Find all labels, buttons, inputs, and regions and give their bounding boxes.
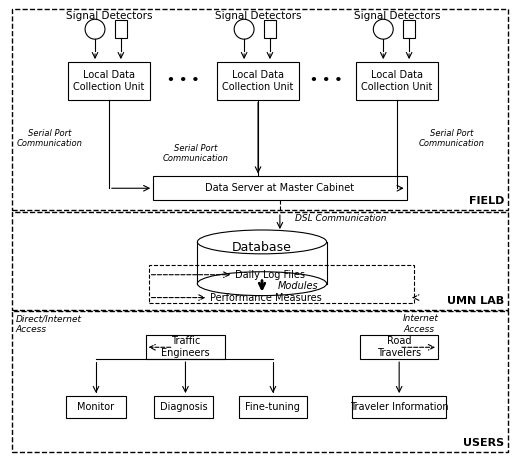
Text: Serial Port
Communication: Serial Port Communication xyxy=(162,144,228,163)
FancyBboxPatch shape xyxy=(146,335,225,359)
Text: Modules: Modules xyxy=(278,281,319,291)
Text: Fine-tuning: Fine-tuning xyxy=(246,402,300,412)
Text: Internet
Access: Internet Access xyxy=(403,315,439,334)
Text: Serial Port
Communication: Serial Port Communication xyxy=(419,129,485,148)
Text: UMN LAB: UMN LAB xyxy=(447,295,505,305)
Text: Daily Log Files: Daily Log Files xyxy=(235,270,305,280)
FancyBboxPatch shape xyxy=(217,62,299,100)
Circle shape xyxy=(234,19,254,39)
Bar xyxy=(198,242,326,284)
Text: USERS: USERS xyxy=(463,438,505,447)
Text: Local Data
Collection Unit: Local Data Collection Unit xyxy=(362,70,433,92)
FancyBboxPatch shape xyxy=(66,396,126,418)
FancyBboxPatch shape xyxy=(154,396,213,418)
Text: Direct/Internet
Access: Direct/Internet Access xyxy=(16,315,82,334)
FancyBboxPatch shape xyxy=(403,20,415,38)
FancyBboxPatch shape xyxy=(264,20,276,38)
Text: Local Data
Collection Unit: Local Data Collection Unit xyxy=(222,70,294,92)
Text: Database: Database xyxy=(232,241,292,254)
Text: Road
Travelers: Road Travelers xyxy=(377,337,421,358)
Text: Signal Detectors: Signal Detectors xyxy=(354,11,441,22)
Text: DSL Communication: DSL Communication xyxy=(295,213,386,223)
Text: Traffic
Engineers: Traffic Engineers xyxy=(161,337,210,358)
Text: Performance Measures: Performance Measures xyxy=(210,293,322,303)
FancyBboxPatch shape xyxy=(153,176,407,200)
Text: Diagnosis: Diagnosis xyxy=(160,402,208,412)
Text: • • •: • • • xyxy=(310,74,343,87)
Ellipse shape xyxy=(198,230,326,254)
FancyBboxPatch shape xyxy=(115,20,127,38)
FancyBboxPatch shape xyxy=(239,396,307,418)
Text: Local Data
Collection Unit: Local Data Collection Unit xyxy=(73,70,145,92)
Ellipse shape xyxy=(198,272,326,295)
Text: Data Server at Master Cabinet: Data Server at Master Cabinet xyxy=(205,183,354,193)
Circle shape xyxy=(85,19,105,39)
FancyBboxPatch shape xyxy=(361,335,438,359)
Text: Signal Detectors: Signal Detectors xyxy=(66,11,152,22)
FancyBboxPatch shape xyxy=(68,62,150,100)
Text: Signal Detectors: Signal Detectors xyxy=(215,11,301,22)
FancyBboxPatch shape xyxy=(352,396,446,418)
Circle shape xyxy=(373,19,393,39)
Text: FIELD: FIELD xyxy=(469,196,505,206)
Text: Monitor: Monitor xyxy=(78,402,115,412)
FancyBboxPatch shape xyxy=(356,62,438,100)
Text: • • •: • • • xyxy=(167,74,200,87)
Text: Traveler Information: Traveler Information xyxy=(350,402,449,412)
Text: Serial Port
Communication: Serial Port Communication xyxy=(16,129,82,148)
